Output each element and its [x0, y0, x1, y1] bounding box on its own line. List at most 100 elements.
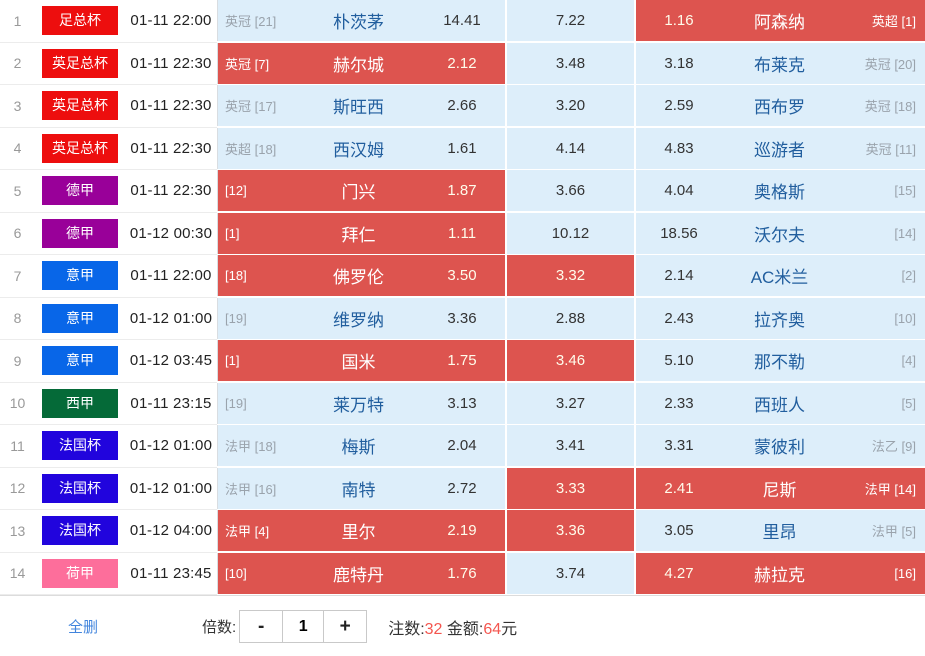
league-badge-cell: 法国杯	[35, 468, 125, 509]
home-pick-cell[interactable]: [18] 佛罗伦 3.50	[218, 255, 505, 296]
away-pick-cell[interactable]: 2.43 拉齐奥 [10]	[636, 297, 925, 339]
home-pick-cell[interactable]: [12] 门兴 1.87	[218, 170, 505, 211]
away-rank: 英超 [1]	[871, 14, 916, 29]
amount-value: 64	[483, 620, 502, 638]
delete-all-link[interactable]: 全删	[68, 619, 99, 636]
draw-pick-cell[interactable]: 3.32	[507, 255, 634, 296]
away-pick-cell[interactable]: 3.18 布莱克 英冠 [20]	[636, 42, 925, 84]
home-pick-cell[interactable]: 英超 [18] 西汉姆 1.61	[218, 127, 505, 169]
home-pick-cell[interactable]: 法甲 [4] 里尔 2.19	[218, 510, 505, 551]
match-time: 01-11 22:30	[130, 182, 212, 199]
away-odds: 2.59	[664, 97, 694, 114]
match-row: 3 英足总杯 01-11 22:30 英冠 [17] 斯旺西 2.66 3.20…	[0, 85, 925, 128]
draw-pick-cell[interactable]: 2.88	[507, 297, 634, 339]
league-badge: 英足总杯	[42, 91, 118, 120]
home-pick-cell[interactable]: [19] 维罗纳 3.36	[218, 297, 505, 339]
away-odds: 1.16	[664, 12, 694, 29]
away-pick-cell[interactable]: 18.56 沃尔夫 [14]	[636, 212, 925, 254]
draw-pick-cell[interactable]: 3.74	[507, 552, 634, 594]
away-odds: 18.56	[660, 224, 698, 242]
match-number: 2	[13, 55, 22, 71]
away-team-name: 布莱克	[754, 55, 805, 75]
away-pick-cell[interactable]: 3.05 里昂 法甲 [5]	[636, 510, 925, 551]
away-odds: 4.27	[664, 564, 694, 582]
odds-section: [1] 拜仁 1.11 10.12 18.56 沃尔夫 [14]	[217, 212, 925, 254]
bets-label: 注数:	[388, 620, 425, 638]
home-pick-cell[interactable]: [10] 鹿特丹 1.76	[218, 552, 505, 594]
odds-section: [1] 国米 1.75 3.46 5.10 那不勒 [4]	[217, 340, 925, 381]
home-pick-cell[interactable]: [1] 拜仁 1.11	[218, 212, 505, 254]
away-odds: 2.33	[664, 394, 694, 412]
league-badge-cell: 英足总杯	[35, 43, 125, 84]
home-pick-cell[interactable]: 法甲 [16] 南特 2.72	[218, 467, 505, 509]
away-pick-cell[interactable]: 2.33 西班人 [5]	[636, 382, 925, 424]
home-odds: 1.76	[447, 564, 477, 582]
match-number: 11	[10, 437, 25, 454]
multiplier-increase-button[interactable]: +	[324, 611, 367, 642]
away-rank: [2]	[901, 268, 916, 283]
home-pick-cell[interactable]: 法甲 [18] 梅斯 2.04	[218, 425, 505, 466]
draw-pick-cell[interactable]: 3.36	[507, 510, 634, 551]
draw-pick-cell[interactable]: 3.66	[507, 170, 634, 211]
match-number: 12	[9, 480, 26, 496]
away-pick-cell[interactable]: 4.04 奥格斯 [15]	[636, 170, 925, 211]
home-pick-cell[interactable]: 英冠 [17] 斯旺西 2.66	[218, 85, 505, 126]
draw-pick-cell[interactable]: 10.12	[507, 212, 634, 254]
home-rank: [19]	[225, 310, 247, 326]
home-pick-cell[interactable]: 英冠 [21] 朴茨茅 14.41	[218, 0, 505, 41]
draw-pick-cell[interactable]: 4.14	[507, 127, 634, 169]
home-team-name: 西汉姆	[333, 140, 384, 160]
draw-pick-cell[interactable]: 3.27	[507, 382, 634, 424]
match-time: 01-12 01:00	[129, 479, 213, 497]
multiplier-decrease-button[interactable]: -	[240, 611, 283, 642]
odds-section: 英冠 [17] 斯旺西 2.66 3.20 2.59 西布罗 英冠 [18]	[217, 85, 925, 126]
home-pick-cell[interactable]: [1] 国米 1.75	[218, 340, 505, 381]
league-badge-cell: 意甲	[35, 298, 125, 339]
away-pick-cell[interactable]: 5.10 那不勒 [4]	[636, 340, 925, 381]
away-pick-cell[interactable]: 3.31 蒙彼利 法乙 [9]	[636, 425, 925, 466]
draw-pick-cell[interactable]: 3.41	[507, 425, 634, 466]
away-pick-cell[interactable]: 4.27 赫拉克 [16]	[636, 552, 925, 594]
league-badge-cell: 英足总杯	[35, 128, 125, 169]
draw-pick-cell[interactable]: 7.22	[507, 0, 634, 41]
away-pick-cell[interactable]: 2.14 AC米兰 [2]	[636, 255, 925, 296]
away-rank: 法甲 [5]	[871, 524, 916, 539]
match-number: 13	[9, 522, 26, 539]
draw-pick-cell[interactable]: 3.48	[507, 42, 634, 84]
away-team-name: 里昂	[762, 523, 797, 542]
odds-section: [10] 鹿特丹 1.76 3.74 4.27 赫拉克 [16]	[217, 552, 925, 594]
match-time: 01-12 01:00	[129, 309, 213, 327]
home-rank: [12]	[225, 183, 247, 198]
draw-odds: 3.48	[555, 54, 586, 72]
odds-section: 英冠 [21] 朴茨茅 14.41 7.22 1.16 阿森纳 英超 [1]	[217, 0, 925, 41]
draw-pick-cell[interactable]: 3.33	[507, 467, 634, 509]
away-team-name: 阿森纳	[754, 13, 805, 32]
match-row: 10 西甲 01-11 23:15 [19] 莱万特 3.13 3.27 2.3…	[0, 382, 925, 425]
away-pick-cell[interactable]: 2.59 西布罗 英冠 [18]	[636, 85, 925, 126]
draw-pick-cell[interactable]: 3.20	[507, 85, 634, 126]
home-pick-cell[interactable]: [19] 莱万特 3.13	[218, 382, 505, 424]
home-rank: 法甲 [4]	[225, 524, 270, 539]
odds-section: [12] 门兴 1.87 3.66 4.04 奥格斯 [15]	[217, 170, 925, 211]
match-time: 01-11 22:00	[130, 267, 212, 284]
away-pick-cell[interactable]: 1.16 阿森纳 英超 [1]	[636, 0, 925, 41]
home-team-name: 佛罗伦	[333, 268, 384, 287]
league-badge-cell: 意甲	[35, 255, 125, 296]
match-row: 7 意甲 01-11 22:00 [18] 佛罗伦 3.50 3.32 2.14…	[0, 255, 925, 298]
draw-odds: 2.88	[555, 309, 586, 327]
multiplier-value[interactable]: 1	[282, 611, 325, 642]
home-team-name: 南特	[341, 480, 376, 500]
home-rank: 法甲 [18]	[225, 439, 277, 454]
multiplier-stepper: - 1 +	[239, 610, 368, 643]
odds-section: 英超 [18] 西汉姆 1.61 4.14 4.83 巡游者 英冠 [11]	[217, 127, 925, 169]
draw-pick-cell[interactable]: 3.46	[507, 340, 634, 381]
away-pick-cell[interactable]: 2.41 尼斯 法甲 [14]	[636, 467, 925, 509]
home-rank: 英超 [18]	[225, 141, 277, 157]
home-pick-cell[interactable]: 英冠 [7] 赫尔城 2.12	[218, 42, 505, 84]
away-rank: 英冠 [18]	[864, 99, 916, 114]
away-pick-cell[interactable]: 4.83 巡游者 英冠 [11]	[636, 127, 925, 169]
home-team-name: 维罗纳	[333, 310, 384, 330]
away-odds: 3.31	[664, 437, 694, 454]
home-team-name: 拜仁	[341, 225, 376, 245]
league-badge-cell: 德甲	[35, 213, 125, 254]
